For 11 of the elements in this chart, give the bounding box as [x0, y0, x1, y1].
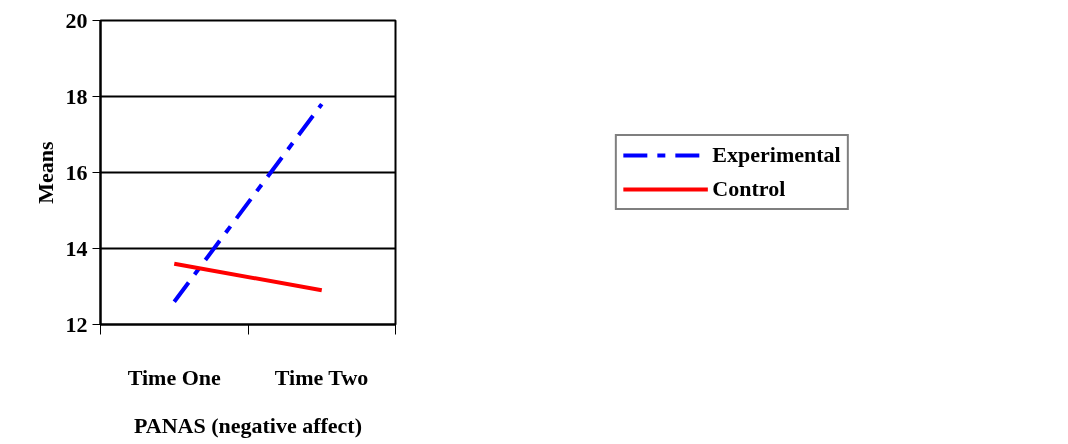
y-tick-label: 18 [65, 83, 88, 109]
y-tick-label: 14 [65, 235, 88, 261]
x-tick-label: Time Two [274, 364, 369, 390]
y-axis-title: Means [32, 140, 58, 204]
y-tick-label: 16 [65, 159, 88, 185]
y-tick-label: 12 [65, 311, 88, 337]
x-axis-title: PANAS (negative affect) [133, 412, 363, 438]
legend-label: Control [712, 176, 786, 202]
y-tick-label: 20 [65, 7, 88, 33]
x-tick-label: Time One [127, 364, 222, 390]
legend-label: Experimental [712, 142, 841, 168]
